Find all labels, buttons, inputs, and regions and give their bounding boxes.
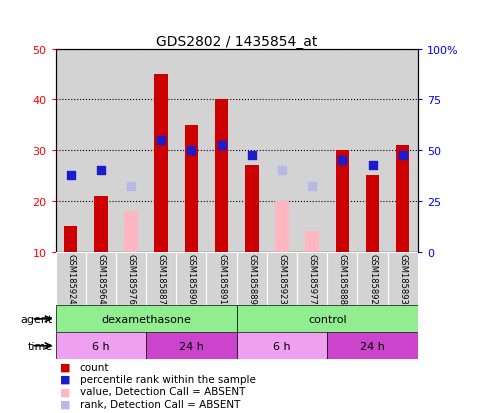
Text: GSM185977: GSM185977: [308, 254, 317, 304]
Text: GSM185976: GSM185976: [127, 254, 136, 304]
Bar: [305, 232, 319, 252]
Bar: [396, 146, 410, 252]
Text: ■: ■: [60, 399, 71, 409]
Text: GSM185924: GSM185924: [66, 254, 75, 304]
Text: 24 h: 24 h: [179, 341, 204, 351]
Bar: [207, 252, 237, 306]
Text: time: time: [28, 341, 53, 351]
Bar: [56, 252, 86, 306]
Text: GSM185887: GSM185887: [156, 254, 166, 304]
Text: count: count: [80, 362, 109, 372]
Bar: [146, 332, 237, 359]
Bar: [124, 211, 138, 252]
Bar: [267, 50, 297, 252]
Text: value, Detection Call = ABSENT: value, Detection Call = ABSENT: [80, 387, 245, 396]
Bar: [336, 151, 349, 252]
Point: [339, 158, 346, 164]
Title: GDS2802 / 1435854_at: GDS2802 / 1435854_at: [156, 35, 317, 49]
Bar: [275, 202, 289, 252]
Bar: [56, 332, 146, 359]
Bar: [357, 50, 388, 252]
Bar: [86, 252, 116, 306]
Text: ■: ■: [60, 387, 71, 396]
Text: control: control: [308, 314, 346, 324]
Point: [157, 138, 165, 144]
Bar: [94, 196, 108, 252]
Bar: [207, 50, 237, 252]
Bar: [237, 306, 418, 332]
Point: [127, 183, 135, 190]
Bar: [56, 50, 86, 252]
Text: 24 h: 24 h: [360, 341, 385, 351]
Point: [187, 147, 195, 154]
Text: rank, Detection Call = ABSENT: rank, Detection Call = ABSENT: [80, 399, 240, 409]
Text: GSM185964: GSM185964: [96, 254, 105, 304]
Bar: [116, 50, 146, 252]
Text: ■: ■: [60, 362, 71, 372]
Bar: [327, 50, 357, 252]
Bar: [155, 75, 168, 252]
Bar: [297, 252, 327, 306]
Text: agent: agent: [21, 314, 53, 324]
Text: 6 h: 6 h: [273, 341, 291, 351]
Point: [67, 173, 74, 179]
Text: GSM185890: GSM185890: [187, 254, 196, 304]
Bar: [237, 252, 267, 306]
Text: 6 h: 6 h: [92, 341, 110, 351]
Bar: [146, 50, 176, 252]
Point: [218, 142, 226, 149]
Text: percentile rank within the sample: percentile rank within the sample: [80, 374, 256, 384]
Text: GSM185893: GSM185893: [398, 254, 407, 304]
Text: GSM185888: GSM185888: [338, 254, 347, 304]
Text: ■: ■: [60, 374, 71, 384]
Bar: [357, 252, 388, 306]
Point: [399, 152, 407, 159]
Bar: [245, 166, 258, 252]
Point: [278, 168, 286, 174]
Bar: [176, 252, 207, 306]
Text: dexamethasone: dexamethasone: [101, 314, 191, 324]
Bar: [327, 252, 357, 306]
Text: GSM185923: GSM185923: [277, 254, 286, 304]
Bar: [237, 50, 267, 252]
Bar: [185, 126, 198, 252]
Point: [308, 183, 316, 190]
Bar: [146, 252, 176, 306]
Text: GSM185891: GSM185891: [217, 254, 226, 304]
Bar: [366, 176, 379, 252]
Bar: [176, 50, 207, 252]
Bar: [215, 100, 228, 252]
Bar: [56, 306, 237, 332]
Bar: [388, 252, 418, 306]
Bar: [267, 252, 297, 306]
Point: [248, 152, 256, 159]
Bar: [116, 252, 146, 306]
Point: [369, 163, 376, 169]
Text: GSM185892: GSM185892: [368, 254, 377, 304]
Bar: [388, 50, 418, 252]
Bar: [327, 332, 418, 359]
Point: [97, 168, 105, 174]
Bar: [297, 50, 327, 252]
Bar: [64, 227, 77, 252]
Bar: [237, 332, 327, 359]
Text: GSM185889: GSM185889: [247, 254, 256, 304]
Bar: [86, 50, 116, 252]
